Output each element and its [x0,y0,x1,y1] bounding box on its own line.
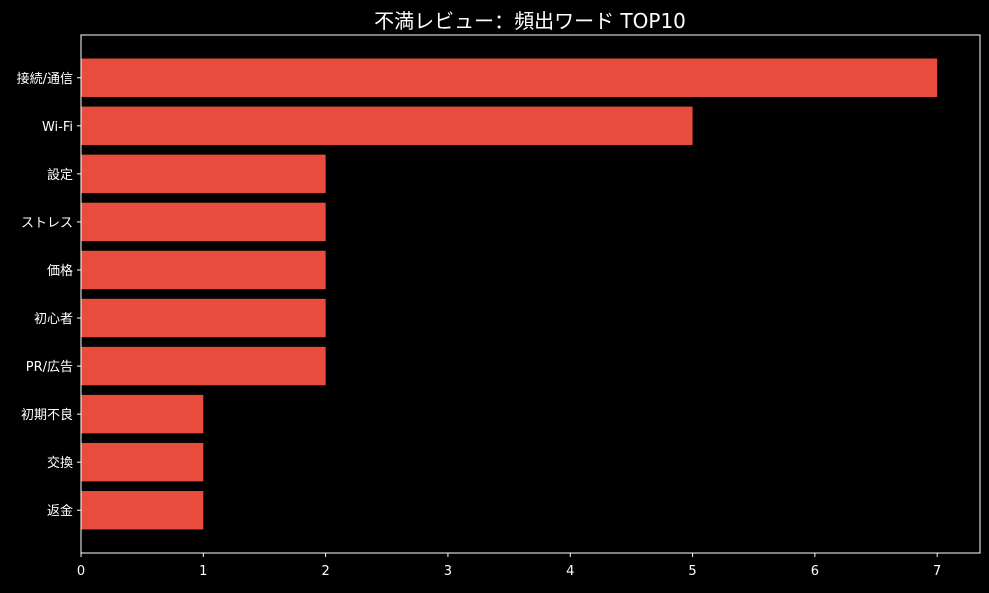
y-tick-label: 価格 [47,263,73,279]
bar [81,106,693,146]
chart-title: 不満レビュー：頻出ワード TOP10 [374,9,686,33]
x-ticks: 0 1 2 3 4 5 6 7 [77,553,941,579]
y-tick-label: PR/広告 [26,360,73,375]
y-tick-label: 交換 [47,455,73,471]
x-tick-label: 5 [688,564,696,579]
bar [81,202,326,242]
bar [81,394,204,434]
y-tick-label: Wi-Fi [42,120,73,135]
x-tick-label: 1 [199,564,207,579]
bars-group [81,58,938,530]
y-tick-label: 初心者 [34,312,73,327]
y-tick-label: 初期不良 [21,407,73,423]
x-tick-label: 6 [811,564,819,579]
bar [81,58,938,97]
y-tick-label: ストレス [21,216,73,231]
x-tick-label: 3 [444,564,452,579]
bar [81,298,326,338]
y-tick-label: 返金 [47,503,73,519]
x-tick-label: 4 [566,564,574,579]
x-tick-label: 0 [77,564,85,579]
x-tick-label: 2 [321,564,329,579]
bar [81,154,326,194]
bar [81,442,204,482]
y-tick-label: 接続/通信 [17,71,73,87]
plot-frame [80,34,981,554]
bar [81,491,204,530]
bar [81,250,326,290]
y-tick-label: 設定 [47,167,73,183]
x-tick-label: 7 [933,564,941,579]
bar [81,346,326,386]
